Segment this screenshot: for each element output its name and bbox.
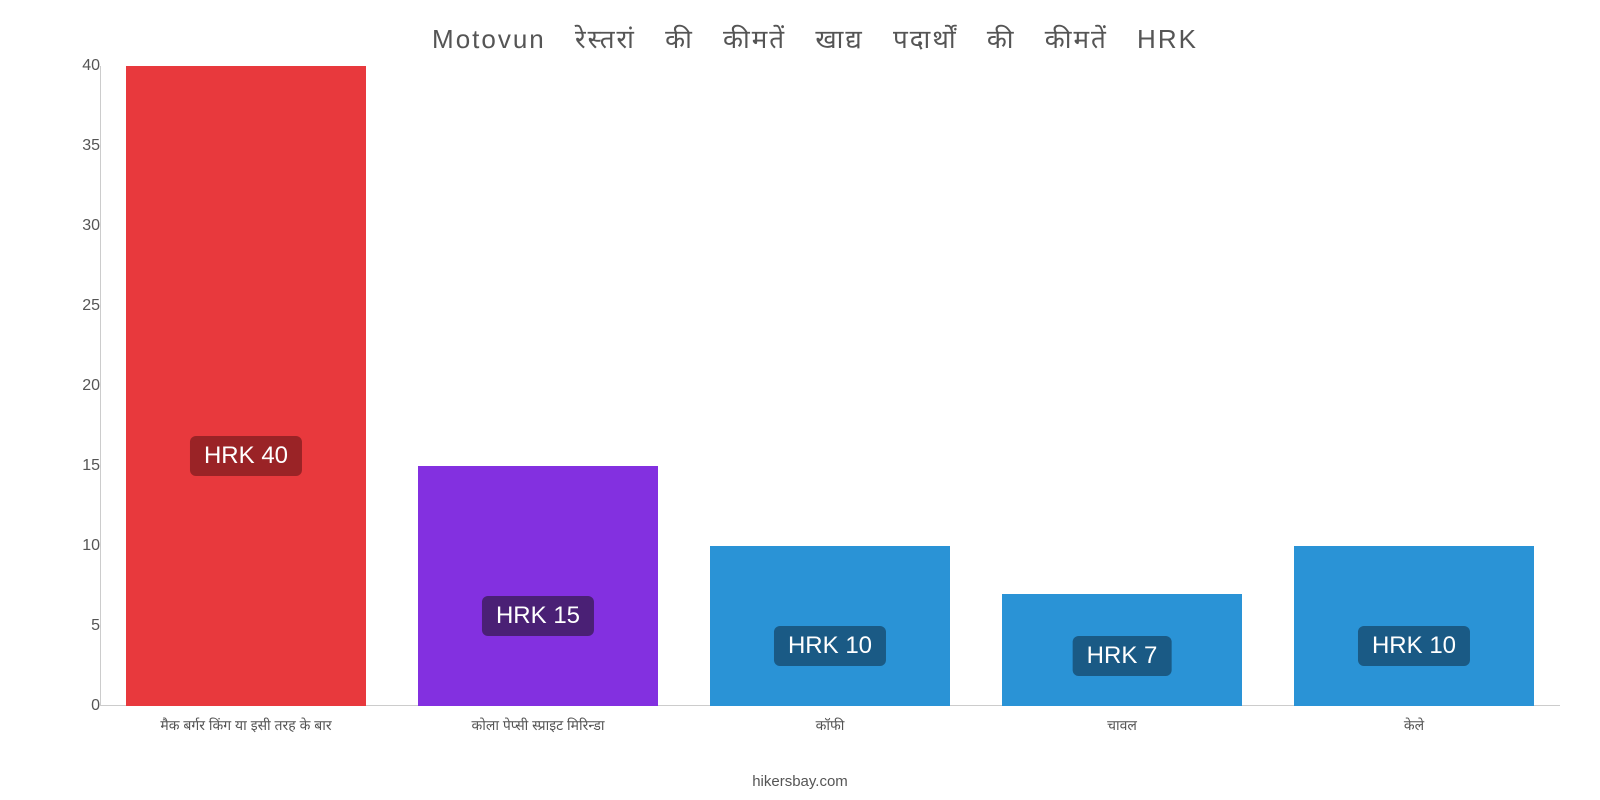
x-label: कोला पेप्सी स्प्राइट मिरिन्डा <box>392 716 684 735</box>
y-tick: 15 <box>60 457 100 475</box>
x-label: केले <box>1268 716 1560 735</box>
y-tick: 40 <box>60 57 100 75</box>
y-tick: 30 <box>60 217 100 235</box>
y-tick: 20 <box>60 377 100 395</box>
y-tick: 5 <box>60 617 100 635</box>
bar-slot: HRK 7 <box>976 66 1268 706</box>
x-labels: मैक बर्गर किंग या इसी तरह के बारकोला पेप… <box>100 706 1560 735</box>
bar <box>126 66 365 706</box>
chart-title: Motovun रेस्तरां की कीमतें खाद्य पदार्थो… <box>70 20 1560 56</box>
bar <box>418 466 657 706</box>
y-tick: 0 <box>60 697 100 715</box>
y-axis: 0510152025303540 <box>60 66 100 706</box>
x-label: कॉफी <box>684 716 976 735</box>
x-label: मैक बर्गर किंग या इसी तरह के बार <box>100 716 392 735</box>
value-badge: HRK 7 <box>1073 636 1172 676</box>
value-badge: HRK 10 <box>774 626 886 666</box>
price-chart: Motovun रेस्तरां की कीमतें खाद्य पदार्थो… <box>0 0 1600 800</box>
y-tick: 35 <box>60 137 100 155</box>
bar-slot: HRK 40 <box>100 66 392 706</box>
bars-container: HRK 40 HRK 15 HRK 10 HRK 7 HRK 10 <box>100 66 1560 706</box>
y-tick: 10 <box>60 537 100 555</box>
x-label: चावल <box>976 716 1268 735</box>
value-badge: HRK 40 <box>190 436 302 476</box>
plot-area: 0510152025303540 HRK 40HRK 15HRK 10HRK 7… <box>70 66 1560 706</box>
value-badge: HRK 15 <box>482 596 594 636</box>
bar-slot: HRK 10 <box>684 66 976 706</box>
bar-slot: HRK 10 <box>1268 66 1560 706</box>
bar-slot: HRK 15 <box>392 66 684 706</box>
value-badge: HRK 10 <box>1358 626 1470 666</box>
source-label: hikersbay.com <box>0 773 1600 790</box>
y-tick: 25 <box>60 297 100 315</box>
